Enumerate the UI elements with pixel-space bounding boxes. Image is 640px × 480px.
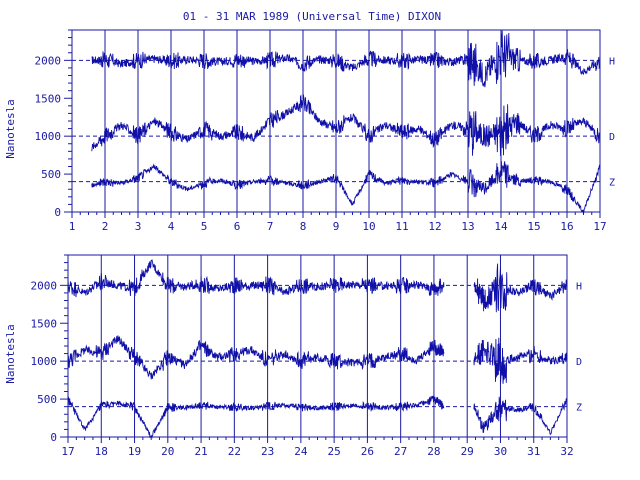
x-tick-label: 12 bbox=[428, 220, 441, 233]
y-axis-label: Nanotesla bbox=[4, 324, 17, 384]
series-label-d: D bbox=[576, 357, 582, 368]
x-tick-label: 24 bbox=[294, 445, 308, 458]
x-tick-label: 30 bbox=[494, 445, 507, 458]
y-tick-label: 500 bbox=[41, 168, 61, 181]
x-tick-label: 28 bbox=[427, 445, 440, 458]
x-tick-label: 14 bbox=[494, 220, 508, 233]
x-tick-label: 5 bbox=[201, 220, 208, 233]
x-tick-label: 1 bbox=[69, 220, 76, 233]
x-tick-label: 32 bbox=[560, 445, 573, 458]
x-tick-label: 21 bbox=[194, 445, 207, 458]
x-tick-label: 16 bbox=[560, 220, 573, 233]
x-tick-label: 25 bbox=[328, 445, 341, 458]
x-tick-label: 2 bbox=[102, 220, 109, 233]
series-line-d bbox=[91, 94, 600, 157]
series-line-z bbox=[91, 161, 600, 215]
x-tick-label: 27 bbox=[394, 445, 407, 458]
x-tick-label: 18 bbox=[95, 445, 108, 458]
series-line-h bbox=[68, 259, 567, 313]
x-tick-label: 6 bbox=[234, 220, 241, 233]
x-tick-label: 10 bbox=[362, 220, 375, 233]
series-label-d: D bbox=[609, 132, 615, 143]
x-tick-label: 8 bbox=[300, 220, 307, 233]
y-axis-label: Nanotesla bbox=[4, 99, 17, 159]
y-tick-label: 1000 bbox=[31, 355, 58, 368]
y-tick-label: 1500 bbox=[35, 92, 62, 105]
x-tick-label: 22 bbox=[228, 445, 241, 458]
x-tick-label: 9 bbox=[333, 220, 340, 233]
series-line-h bbox=[91, 30, 600, 88]
series-label-z: Z bbox=[576, 403, 582, 414]
x-tick-label: 15 bbox=[527, 220, 540, 233]
x-tick-label: 19 bbox=[128, 445, 141, 458]
x-tick-label: 17 bbox=[61, 445, 74, 458]
series-label-h: H bbox=[576, 281, 582, 292]
x-tick-label: 13 bbox=[461, 220, 474, 233]
x-tick-label: 7 bbox=[267, 220, 274, 233]
series-label-h: H bbox=[609, 56, 615, 67]
y-tick-label: 1000 bbox=[35, 130, 62, 143]
x-tick-label: 26 bbox=[361, 445, 374, 458]
y-tick-label: 0 bbox=[50, 431, 57, 444]
x-tick-label: 3 bbox=[135, 220, 142, 233]
x-tick-label: 29 bbox=[461, 445, 474, 458]
chart-panel-2: 17 18 19 20 21 22 23 24 25 26 27 28 29 30 31 32 0 500 1000… bbox=[4, 254, 582, 458]
x-tick-label: 20 bbox=[161, 445, 174, 458]
y-tick-label: 0 bbox=[54, 206, 61, 219]
y-tick-label: 1500 bbox=[31, 317, 58, 330]
y-tick-label: 2000 bbox=[35, 54, 62, 67]
series-line-z bbox=[68, 395, 567, 439]
y-tick-label: 2000 bbox=[31, 279, 58, 292]
series-line-d bbox=[68, 335, 567, 385]
x-tick-label: 31 bbox=[527, 445, 540, 458]
x-tick-label: 11 bbox=[395, 220, 408, 233]
chart-panel-1: 1 2 3 4 5 6 7 8 9 10 11 12 13 14 15 16 17050010001500200… bbox=[4, 29, 615, 233]
x-tick-label: 17 bbox=[593, 220, 606, 233]
series-label-z: Z bbox=[609, 178, 615, 189]
chart-title: 01 - 31 MAR 1989 (Universal Time) DIXON bbox=[183, 10, 441, 23]
x-tick-label: 23 bbox=[261, 445, 274, 458]
x-tick-label: 4 bbox=[168, 220, 175, 233]
y-tick-label: 500 bbox=[37, 393, 57, 406]
